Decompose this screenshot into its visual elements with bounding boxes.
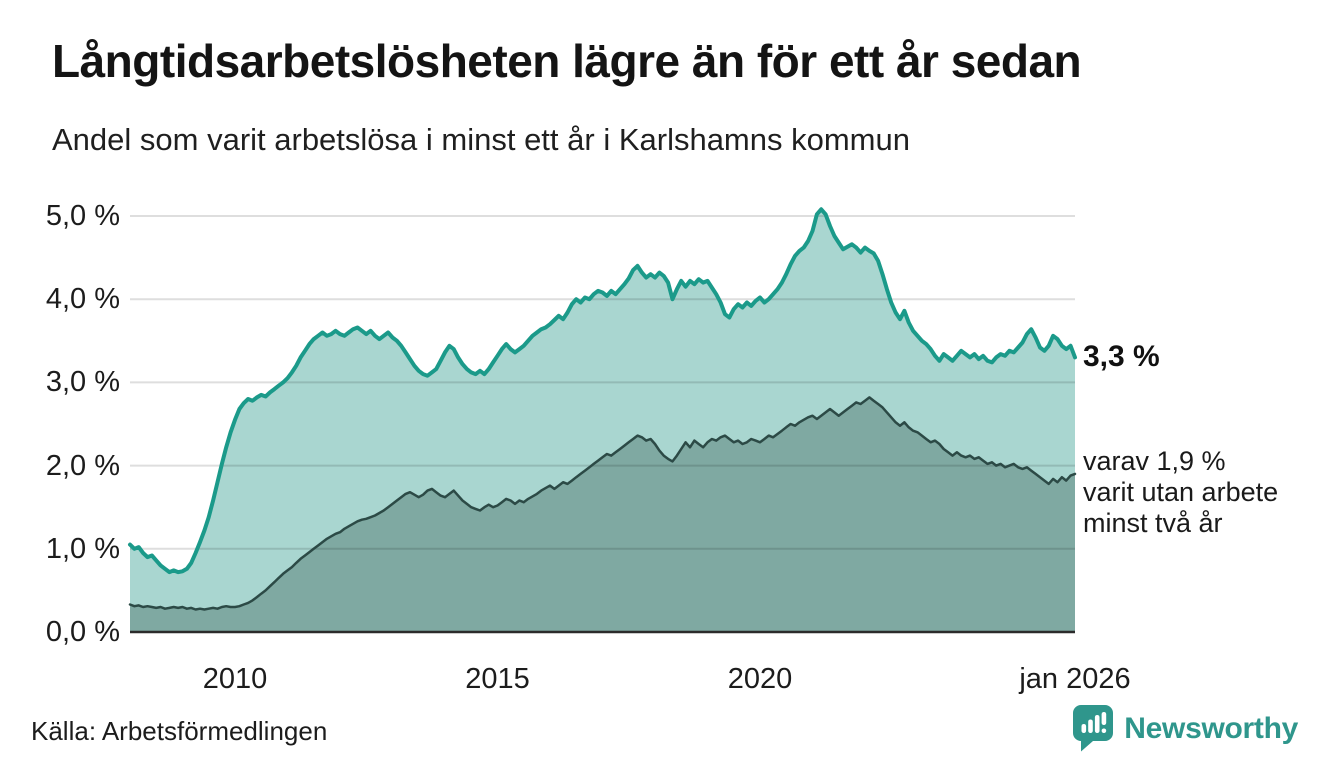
series-0-line [128, 207, 1077, 575]
y-tick-label: 1,0 % [45, 532, 120, 565]
y-tick-label: 3,0 % [45, 366, 120, 399]
chart-subtitle: Andel som varit arbetslösa i minst ett å… [52, 122, 910, 157]
brand-name: Newsworthy [1124, 711, 1298, 745]
secondary-series-note: varav 1,9 % varit utan arbete minst två … [1083, 446, 1278, 539]
series-lines [128, 207, 1077, 611]
area-fills [130, 209, 1075, 633]
y-tick-label: 2,0 % [45, 449, 120, 482]
x-tick-label: 2015 [465, 663, 530, 695]
y-tick-label: 0,0 % [45, 616, 120, 648]
source-attribution: Källa: Arbetsförmedlingen [31, 716, 328, 746]
series-1-line [128, 396, 1077, 611]
speech-bubble-shape [1073, 705, 1114, 752]
secondary-note-line: minst två år [1083, 507, 1223, 538]
newsworthy-logo: Newsworthy [1073, 705, 1298, 752]
newsworthy-bubble-chart-icon [1073, 705, 1114, 752]
x-tick-label: 2010 [202, 663, 268, 695]
y-tick-label: 5,0 % [45, 200, 120, 232]
x-tick-label: jan 2026 [1019, 663, 1131, 695]
y-tick-label: 4,0 % [45, 283, 120, 316]
x-tick-label: 2020 [727, 663, 793, 695]
secondary-note-line: varav 1,9 % [1083, 445, 1226, 476]
secondary-note-line: varit utan arbete [1083, 476, 1279, 507]
latest-value-label: 3,3 % [1083, 340, 1160, 374]
page-title: Långtidsarbetslösheten lägre än för ett … [52, 35, 1082, 87]
gridlines [130, 215, 1075, 550]
series-1-area [130, 397, 1075, 632]
